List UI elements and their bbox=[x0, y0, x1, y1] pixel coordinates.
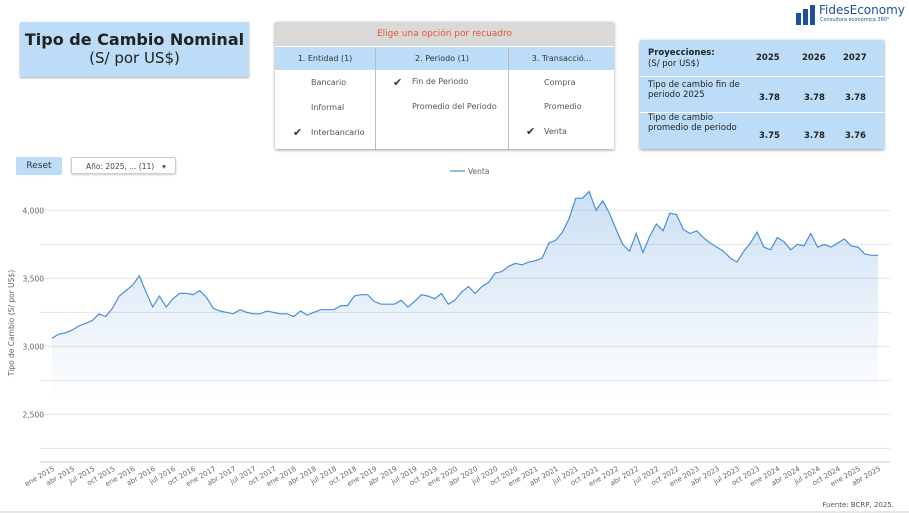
cell: 3.78 bbox=[759, 93, 780, 103]
filter-option[interactable]: Compra bbox=[544, 78, 576, 87]
row-label: Tipo de cambio promedio de periodo bbox=[648, 113, 737, 133]
subtitle: (S/ por US$) bbox=[89, 49, 180, 67]
cell: 3.75 bbox=[759, 131, 780, 141]
filter-option[interactable]: Venta bbox=[544, 127, 567, 136]
filter-option[interactable]: Interbancario bbox=[311, 128, 365, 137]
y-tick-label: 3,500 bbox=[23, 274, 45, 283]
y-tick-label: 2,500 bbox=[23, 410, 45, 419]
logo-name: FidesEconomy bbox=[819, 3, 905, 17]
year-header: 2027 bbox=[843, 53, 867, 63]
source: Fuente: BCRP, 2025. bbox=[822, 501, 894, 509]
divider bbox=[375, 47, 376, 149]
y-tick-label: 3,000 bbox=[23, 342, 45, 351]
row-label: Tipo de cambio fin de periodo 2025 bbox=[648, 80, 740, 100]
filter-header[interactable]: 2. Periodo (1) bbox=[376, 47, 508, 70]
projections-table: Proyecciones: (S/ por US$) 2025 2026 202… bbox=[640, 40, 884, 149]
y-axis-label: Tipo de Cambio (S/ por US$) bbox=[7, 270, 16, 377]
filter-header[interactable]: 1. Entidad (1) bbox=[275, 47, 375, 70]
divider bbox=[508, 47, 509, 149]
legend-label: Venta bbox=[468, 167, 489, 176]
filter-option[interactable]: Informal bbox=[311, 103, 345, 112]
filter-option[interactable]: Fin de Periodo bbox=[412, 77, 469, 86]
row-divider bbox=[640, 112, 884, 113]
logo-tagline: Consultora económica 360° bbox=[820, 17, 890, 23]
filter-panel: Elige una opción por recuadro 1. Entidad… bbox=[275, 22, 614, 149]
projections-subtitle: (S/ por US$) bbox=[648, 59, 700, 69]
filter-title: Elige una opción por recuadro bbox=[275, 22, 614, 46]
row-divider bbox=[640, 76, 884, 77]
filter-option[interactable]: Promedio del Periodo bbox=[412, 102, 497, 111]
y-tick-label: 4,000 bbox=[23, 206, 45, 215]
chart: Tipo de Cambio (S/ por US$) Fuente: BCRP… bbox=[0, 167, 909, 513]
title-box: Tipo de Cambio Nominal (S/ por US$) bbox=[20, 22, 249, 77]
projections-title: Proyecciones: bbox=[648, 48, 715, 58]
cell: 3.78 bbox=[804, 131, 825, 141]
checkmark: ✔ bbox=[526, 125, 536, 138]
year-dropdown[interactable]: Año: 2025, ... (11) ▾ bbox=[71, 157, 176, 174]
cell: 3.78 bbox=[804, 93, 825, 103]
dropdown-arrow: ▾ bbox=[162, 162, 166, 171]
cell: 3.78 bbox=[845, 93, 866, 103]
reset-button[interactable]: Reset bbox=[16, 157, 62, 175]
title: Tipo de Cambio Nominal bbox=[24, 30, 245, 49]
line bbox=[51, 190, 878, 339]
checkmark: ✔ bbox=[293, 126, 303, 139]
filter-option[interactable]: Promedio bbox=[544, 102, 582, 111]
dropdown-label: Año: 2025, ... (11) bbox=[86, 162, 155, 171]
logo-icon bbox=[796, 5, 815, 25]
year-header: 2025 bbox=[756, 53, 780, 63]
cell: 3.76 bbox=[845, 131, 866, 141]
area bbox=[52, 191, 878, 402]
filter-option[interactable]: Bancario bbox=[311, 78, 347, 87]
checkmark: ✔ bbox=[393, 76, 403, 89]
filter-header[interactable]: 3. Transacció... bbox=[509, 47, 614, 70]
year-header: 2026 bbox=[802, 53, 826, 63]
